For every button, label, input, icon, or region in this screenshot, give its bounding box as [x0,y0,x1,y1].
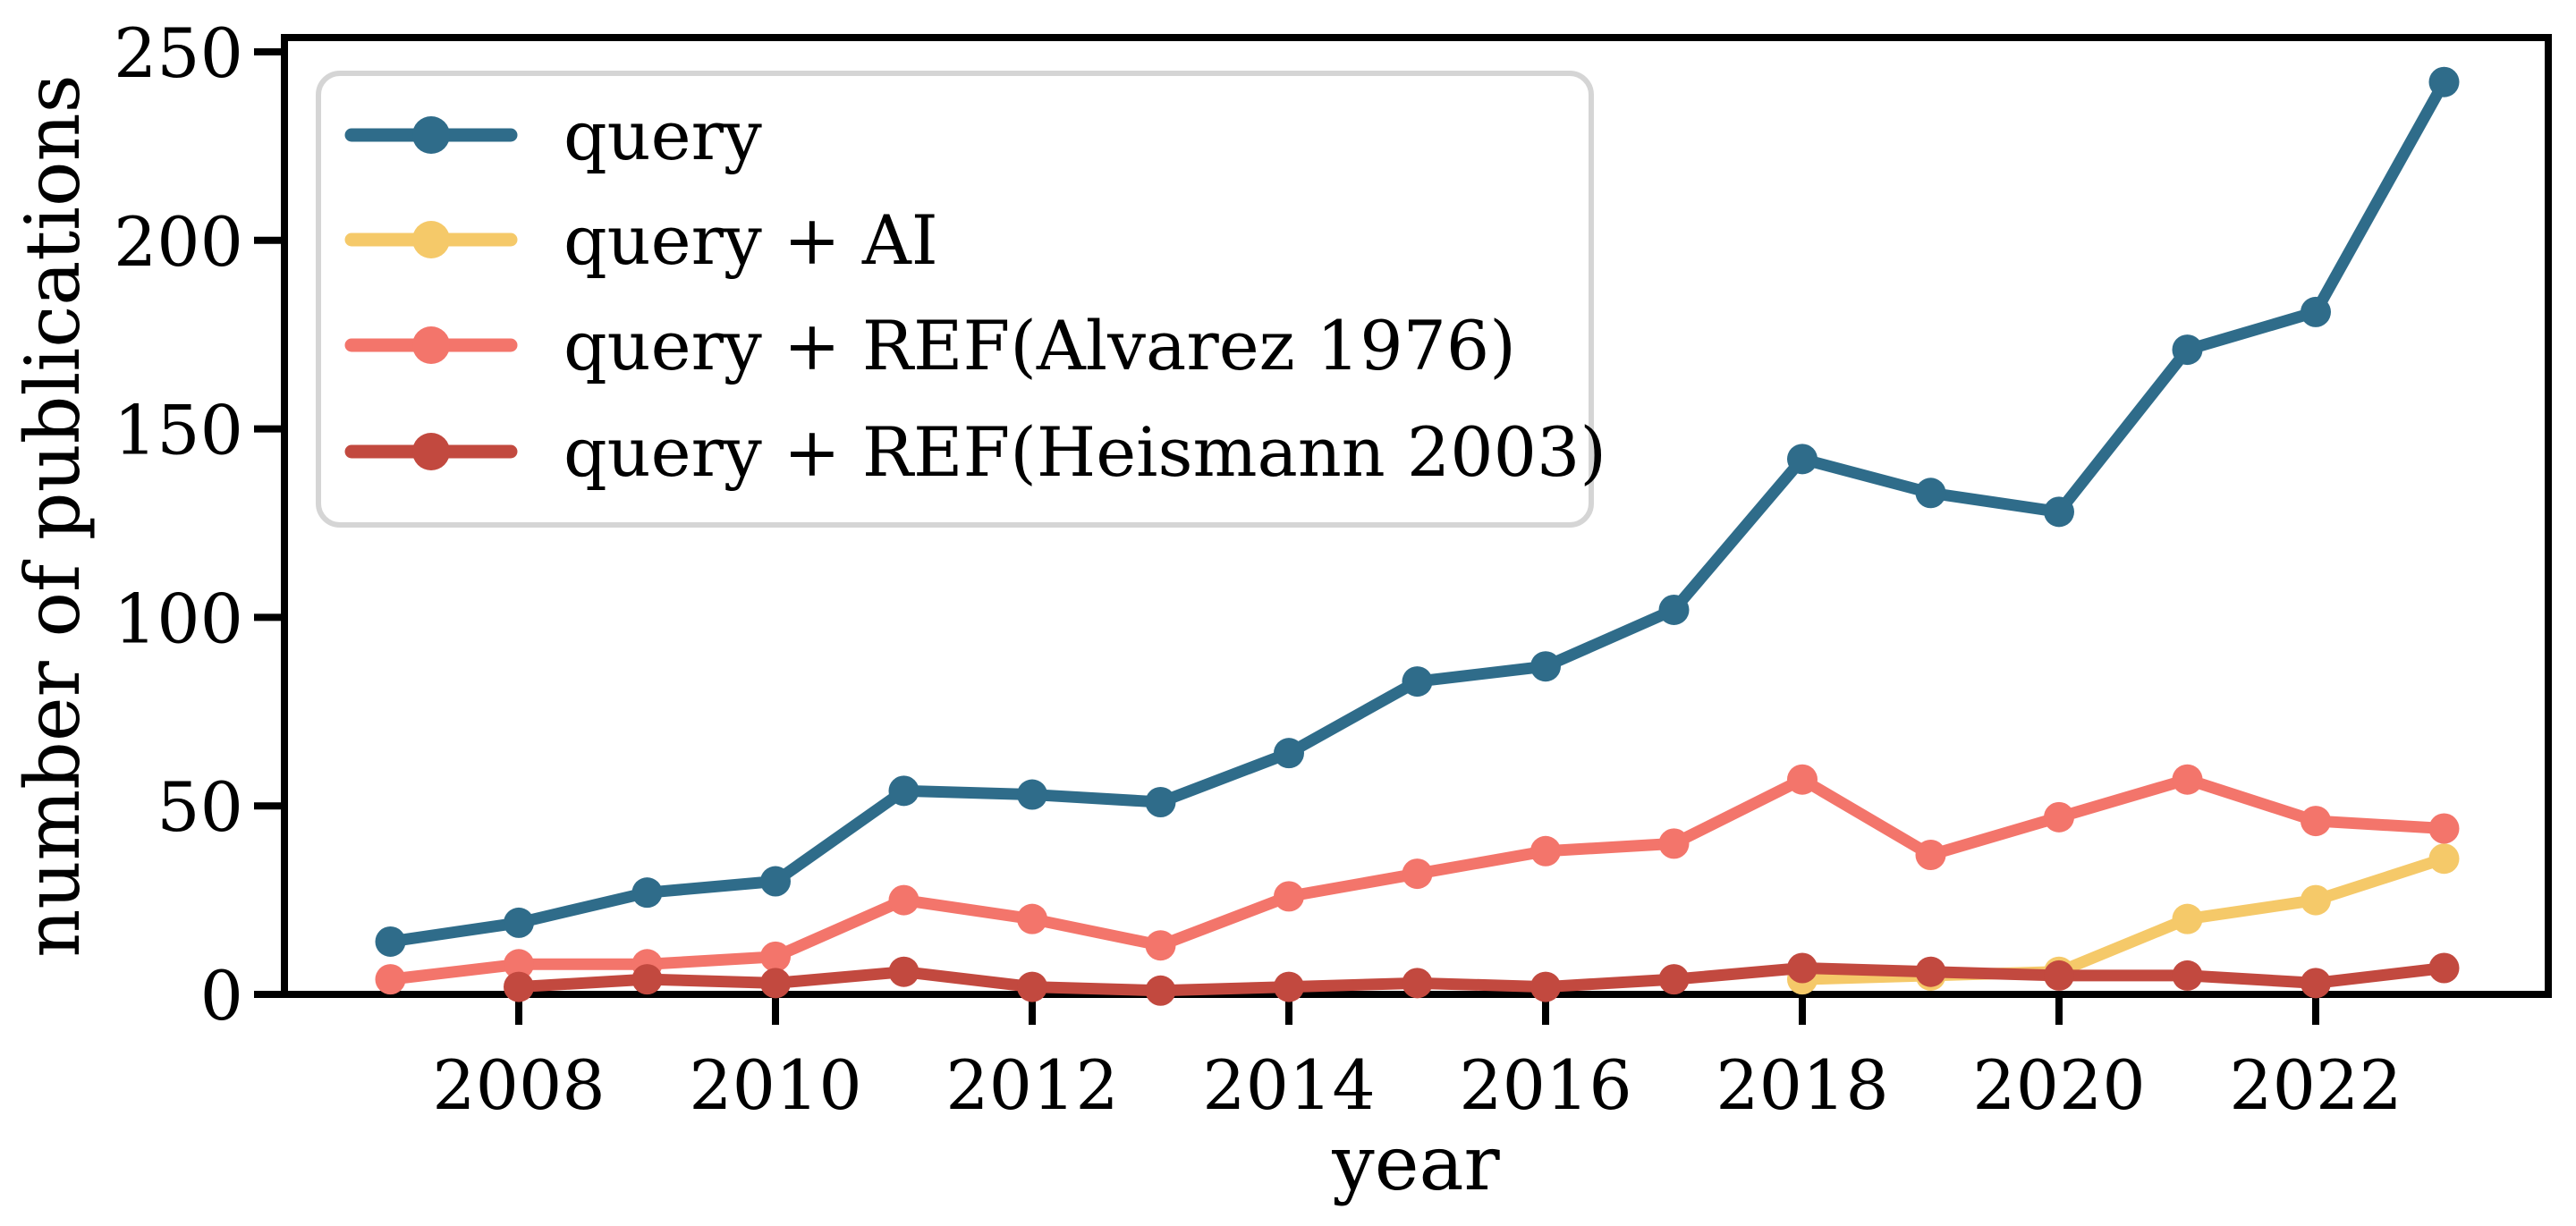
data-point [1274,971,1304,1002]
axis-ticks: 0 50 100 150 200 250 2008 2010 2012 2014 2016 2018 2… [114,13,2402,1125]
y-tick-label: 100 [114,579,243,658]
data-point [888,775,919,807]
legend-item-label: query [564,96,762,175]
legend-item: query + REF(Alvarez 1976) [344,306,1516,385]
legend: query query + AI query + REF(Alvarez 1976)… [316,71,1606,528]
data-point [1915,478,1946,509]
data-point [2172,764,2203,795]
data-point [1658,828,1690,859]
x-tick-label: 2012 [945,1045,1118,1125]
y-tick-label: 150 [114,391,243,470]
data-point [1787,444,1818,475]
x-tick-label: 2022 [2229,1045,2402,1125]
legend-item-label: query + REF(Heismann 2003) [564,412,1606,492]
x-tick-label: 2016 [1459,1045,1631,1125]
legend-sample-marker [412,116,450,154]
data-point [2428,843,2460,875]
data-point [504,907,534,938]
legend-sample-marker [412,433,450,470]
data-point [1787,764,1818,795]
data-point [1017,971,1047,1002]
legend-box [316,71,1594,528]
data-point [1658,594,1690,625]
legend-item: query + REF(Heismann 2003) [344,412,1606,492]
data-point [1402,968,1433,999]
data-point [631,964,663,995]
x-tick-label: 2020 [1972,1045,2145,1125]
data-point [2044,960,2074,991]
data-point [631,877,663,909]
y-tick-label: 0 [200,956,243,1036]
y-tick-label: 200 [114,202,243,282]
data-point [2301,968,2331,999]
data-point [1017,903,1047,934]
data-point [1915,840,1946,871]
data-point [760,866,791,897]
legend-item-label: query + AI [564,200,938,280]
data-point [1402,858,1433,890]
data-point [2428,813,2460,844]
data-point [375,926,406,957]
data-point [760,968,791,999]
data-point [2301,884,2331,916]
legend-sample-marker [412,221,450,258]
data-point [1274,881,1304,912]
y-tick-label: 250 [114,13,243,93]
x-axis-label: year [1331,1120,1500,1207]
data-point [375,964,406,995]
series-query-ref-heismann-2003- [504,952,2460,1006]
series-line [1796,852,2450,985]
data-point [2172,334,2203,366]
series-line [513,961,2450,997]
x-tick-label: 2010 [689,1045,861,1125]
data-point [2428,952,2460,984]
data-point [1402,666,1433,698]
data-point [504,971,534,1002]
x-tick-label: 2018 [1716,1045,1888,1125]
data-point [1274,738,1304,769]
data-point [1530,835,1561,867]
legend-sample-marker [412,326,450,364]
x-tick-label: 2014 [1202,1045,1375,1125]
data-point [888,956,919,987]
data-point [1915,956,1946,987]
data-point [504,949,534,980]
data-point [2428,66,2460,97]
data-point [1787,952,1818,984]
data-point [1530,651,1561,682]
data-point [2172,960,2203,991]
legend-item: query [344,96,762,175]
data-point [760,941,791,972]
series-query [375,66,2460,957]
data-point [2044,496,2074,528]
legend-item: query + AI [344,200,938,280]
y-axis-label: number of publications [9,74,97,957]
data-point [2172,903,2203,934]
data-point [2044,801,2074,833]
data-point [1530,971,1561,1002]
x-tick-label: 2008 [432,1045,605,1125]
legend-item-label: query + REF(Alvarez 1976) [564,306,1516,385]
data-point [1145,930,1176,961]
data-point [1145,786,1176,817]
data-point [1145,975,1176,1006]
data-point [888,884,919,916]
y-tick-label: 50 [157,767,243,847]
data-point [2301,296,2331,327]
series-query-ref-alvarez-1976- [375,764,2460,995]
data-point [1017,779,1047,810]
data-point [1658,964,1690,995]
data-series [375,66,2460,1006]
data-point [2301,806,2331,837]
